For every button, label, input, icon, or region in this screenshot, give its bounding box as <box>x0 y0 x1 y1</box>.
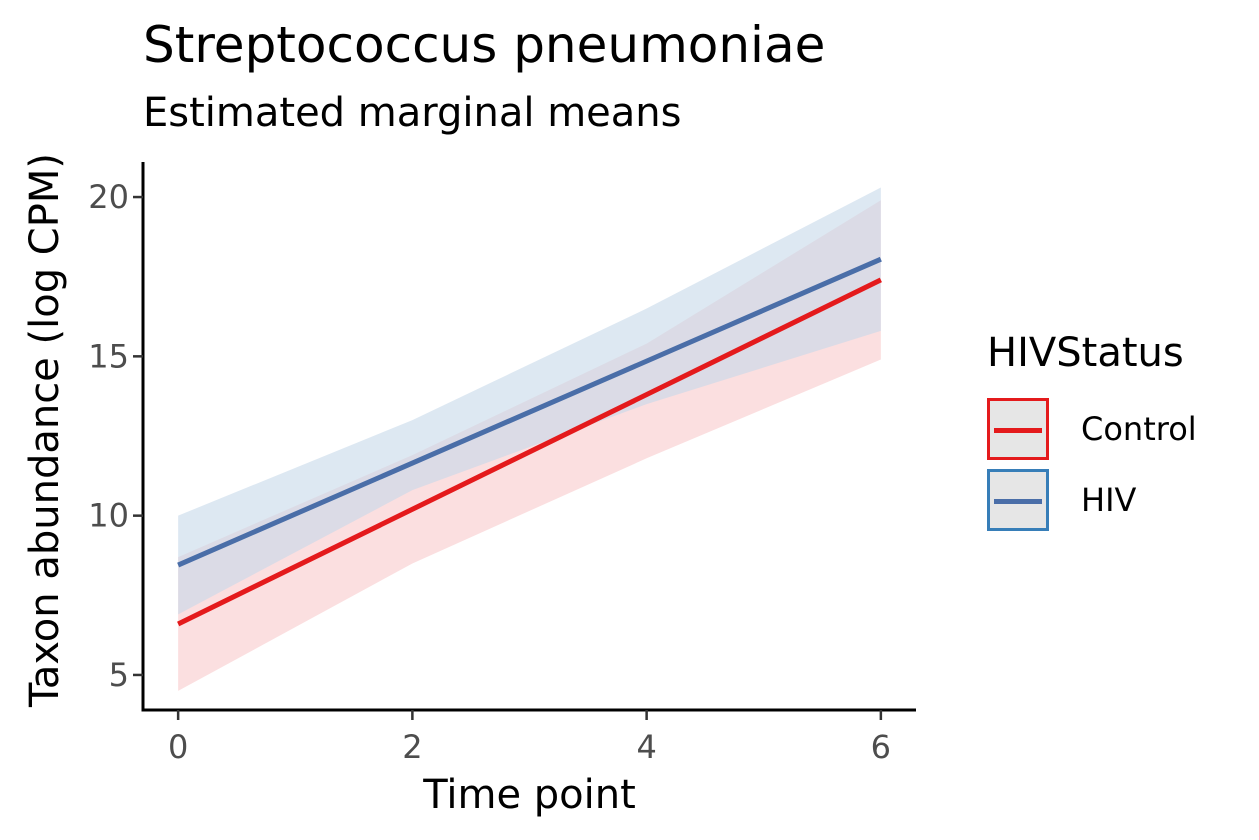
x-tick-label: 0 <box>168 728 188 766</box>
legend-item-control: Control <box>987 398 1247 468</box>
y-tick-label: 20 <box>88 178 129 216</box>
y-axis-label: Taxon abundance (log CPM) <box>22 153 68 708</box>
legend-label-control: Control <box>1081 410 1197 448</box>
legend-key-hiv <box>987 469 1049 531</box>
legend-line-control <box>994 428 1042 433</box>
confidence-ribbons <box>178 187 881 691</box>
legend-line-hiv <box>994 499 1042 504</box>
y-tick-label: 5 <box>109 656 129 694</box>
axes: 0 2 4 6 5 10 15 20 <box>88 162 916 766</box>
chart-title: Streptococcus pneumoniae <box>143 16 826 74</box>
legend-label-hiv: HIV <box>1081 481 1137 519</box>
line-hiv <box>177 256 882 568</box>
series-lines <box>177 256 882 627</box>
line-control <box>177 277 882 627</box>
y-tick-label: 15 <box>88 337 129 375</box>
x-tick-label: 6 <box>871 728 891 766</box>
x-tick-label: 4 <box>636 728 656 766</box>
ribbon-hiv <box>178 187 881 615</box>
legend-item-hiv: HIV <box>987 469 1247 539</box>
legend-title: HIVStatus <box>987 330 1184 376</box>
x-axis-label: Time point <box>422 772 636 818</box>
chart-subtitle: Estimated marginal means <box>143 90 682 136</box>
x-tick-label: 2 <box>402 728 422 766</box>
legend-key-control <box>987 398 1049 460</box>
y-tick-label: 10 <box>88 497 129 535</box>
